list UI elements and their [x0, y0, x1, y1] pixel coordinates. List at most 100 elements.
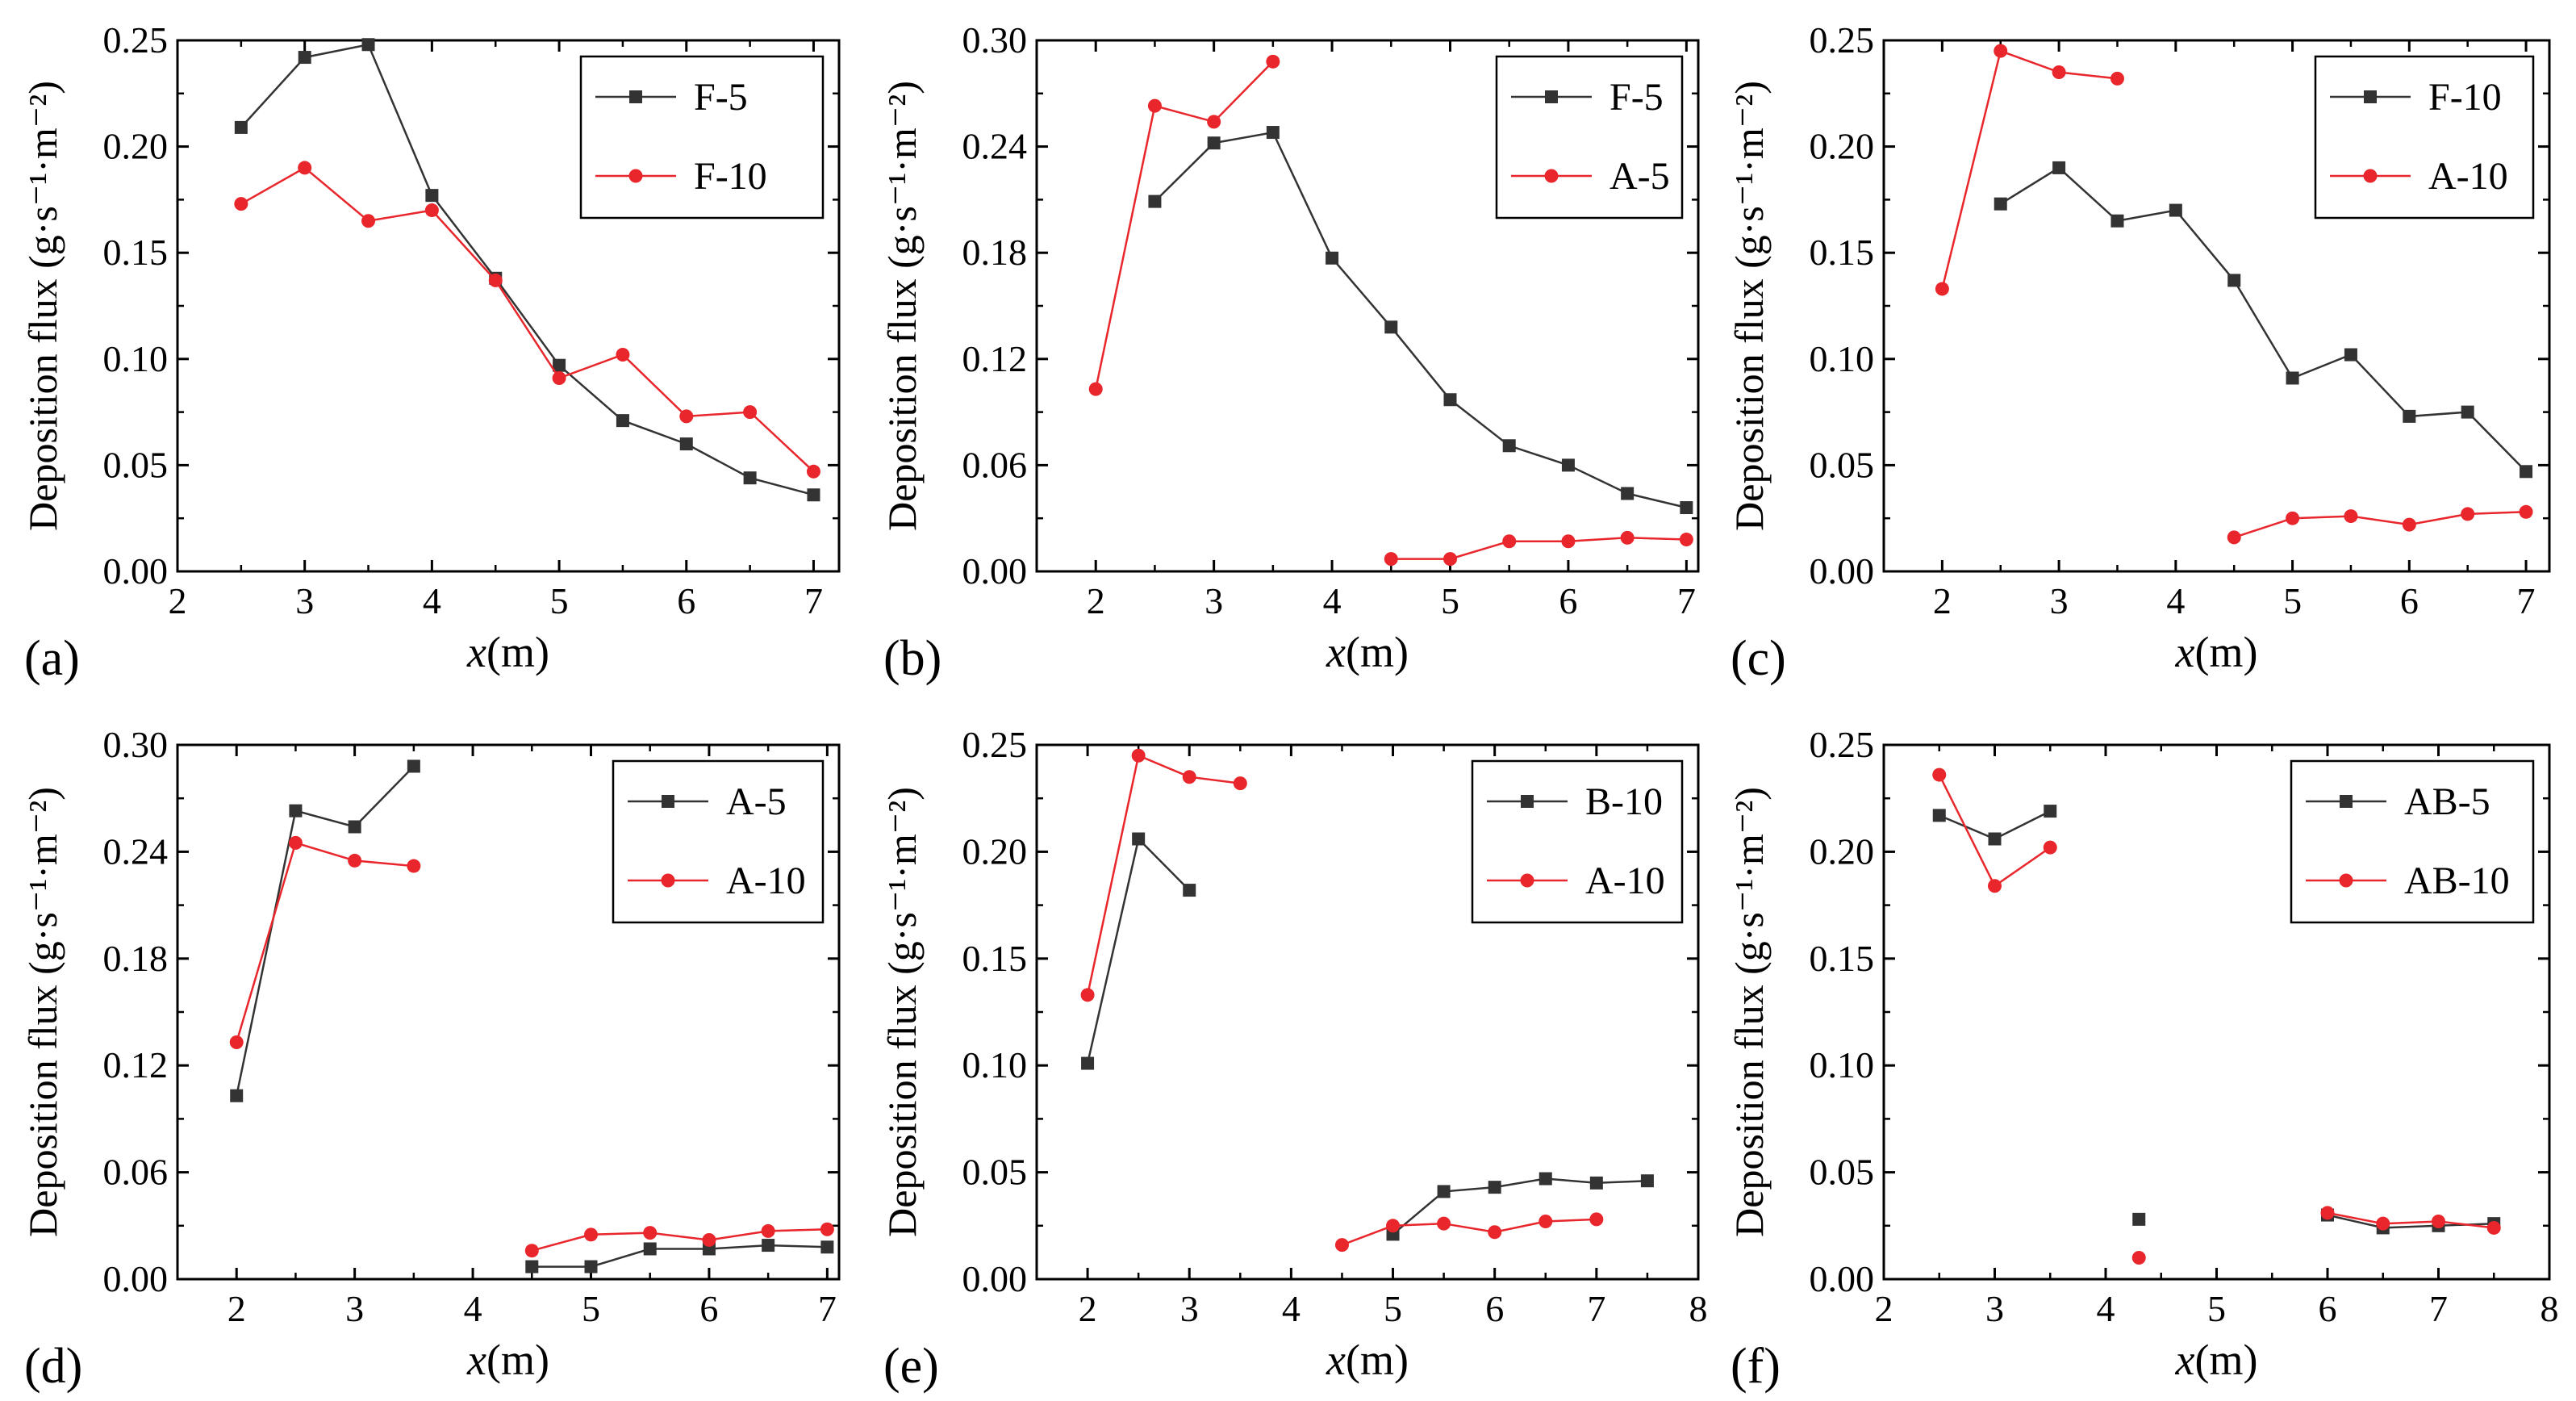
data-point-square [2403, 409, 2416, 423]
x-tick-label: 8 [1689, 1288, 1708, 1329]
data-point-circle [2402, 517, 2416, 532]
data-point-square [1207, 136, 1221, 150]
data-point-square [361, 38, 375, 52]
y-tick-label: 0.24 [962, 126, 1028, 167]
data-point-square [1932, 809, 1946, 822]
data-point-circle [1080, 988, 1095, 1002]
x-axis-label-unit: (m) [1346, 1336, 1409, 1384]
data-point-circle [2131, 1251, 2146, 1265]
x-tick-label: 5 [2207, 1288, 2226, 1329]
panel-6: 0.00 0.05 0.10 0.15 0.20 0.25 2 3 4 5 6 7 8 Depositio… [1726, 724, 2559, 1394]
x-tick-label: 7 [2517, 580, 2536, 621]
legend-marker-circle [661, 873, 675, 888]
x-tick-label: 5 [1384, 1288, 1402, 1329]
series-f-10 [234, 161, 820, 479]
x-tick-label: 7 [1677, 580, 1696, 621]
series-line [1938, 774, 2052, 888]
data-point-square [2052, 161, 2066, 174]
data-point-square [2044, 805, 2057, 818]
series-line [1154, 131, 1687, 509]
panel-label: (e) [883, 1339, 939, 1394]
data-point-square [2110, 214, 2124, 228]
legend-marker-square [1521, 795, 1534, 808]
y-tick-label: 0.20 [1810, 830, 1875, 872]
series-a-10 [1935, 44, 2533, 545]
y-tick-label: 0.05 [962, 1152, 1028, 1193]
series-line [531, 1227, 828, 1252]
data-point-circle [2344, 509, 2358, 524]
x-tick-label: 4 [2166, 580, 2185, 621]
y-tick-label: 0.30 [962, 19, 1028, 61]
data-point-square [1326, 251, 1339, 265]
y-axis-label: Deposition flux (g·s⁻¹·m⁻²) [20, 81, 65, 531]
y-axis-label: Deposition flux (g·s⁻¹·m⁻²) [20, 787, 65, 1237]
legend-box [1495, 55, 1684, 220]
series-a-10 [229, 835, 834, 1258]
data-point-circle [1384, 552, 1398, 567]
series-a-5 [1088, 54, 1693, 567]
x-tick-label: 2 [228, 1288, 246, 1329]
legend-box [2314, 55, 2535, 220]
data-point-square [1148, 194, 1162, 208]
y-tick-label: 0.25 [1810, 19, 1875, 61]
y-tick-label: 0.00 [103, 1258, 169, 1299]
data-point-circle [761, 1223, 775, 1238]
x-axis-label-variable: x [466, 628, 486, 676]
x-axis-label-variable: x [2175, 1336, 2195, 1384]
x-tick-label: 5 [1441, 580, 1459, 621]
x-tick-label: 7 [2429, 1288, 2448, 1329]
y-axis-label-text: Deposition flux [20, 975, 65, 1237]
legend: F-10 A-10 [2314, 55, 2535, 220]
data-point-square [553, 358, 566, 372]
y-axis-label-unit: (g·s⁻¹·m⁻²) [879, 787, 925, 975]
data-point-circle [820, 1222, 834, 1236]
panel-label: (b) [883, 631, 941, 686]
y-axis-label-text: Deposition flux [20, 269, 65, 531]
y-tick-label: 0.10 [962, 1044, 1028, 1085]
y-tick-label: 0.15 [1810, 232, 1875, 273]
series-f-10 [1994, 161, 2533, 479]
data-point-circle [1182, 770, 1196, 784]
x-tick-label: 3 [295, 580, 314, 621]
x-tick-label: 4 [1282, 1288, 1301, 1329]
x-tick-label: 6 [1559, 580, 1577, 621]
x-tick-label: 4 [464, 1288, 482, 1329]
data-point-square [1680, 501, 1693, 515]
legend-marker-circle [2339, 873, 2353, 888]
data-point-circle [348, 853, 362, 868]
x-tick-label: 4 [1323, 580, 1342, 621]
y-axis-label-unit: (g·s⁻¹·m⁻²) [879, 81, 925, 269]
series-line [1086, 837, 1191, 1064]
legend-marker-square [2364, 90, 2377, 103]
x-axis-label: x(m) [466, 1336, 549, 1384]
y-tick-label: 0.00 [962, 1258, 1028, 1299]
x-tick-label: 2 [1933, 580, 1952, 621]
y-tick-label: 0.12 [103, 1044, 169, 1085]
x-axis-label-unit: (m) [486, 1336, 549, 1384]
y-axis-label-unit: (g·s⁻¹·m⁻²) [1726, 81, 1772, 269]
x-axis-label-variable: x [2175, 628, 2195, 676]
data-point-square [2461, 405, 2474, 419]
y-axis-label-text: Deposition flux [879, 975, 925, 1237]
y-tick-label: 0.20 [103, 126, 169, 167]
x-axis-label-variable: x [466, 1336, 486, 1384]
data-point-square [2344, 348, 2357, 362]
data-point-square [584, 1260, 598, 1273]
series-line [532, 1244, 828, 1268]
legend-label: A-10 [1585, 859, 1665, 902]
y-axis-label: Deposition flux (g·s⁻¹·m⁻²) [1726, 81, 1772, 531]
y-tick-label: 0.20 [1810, 126, 1875, 167]
data-point-square [1589, 1176, 1603, 1190]
x-tick-label: 2 [1087, 580, 1105, 621]
data-point-square [679, 437, 693, 451]
data-point-circle [1131, 748, 1146, 763]
data-point-square [762, 1239, 775, 1253]
x-axis-label-variable: x [1326, 1336, 1346, 1384]
legend-label: F-10 [2428, 76, 2502, 119]
data-point-circle [1994, 44, 2008, 58]
data-point-circle [1935, 282, 1949, 296]
legend-box [579, 55, 825, 220]
y-axis-label: Deposition flux (g·s⁻¹·m⁻²) [879, 81, 925, 531]
series-f-5 [1148, 126, 1693, 515]
data-point-square [1384, 320, 1398, 334]
